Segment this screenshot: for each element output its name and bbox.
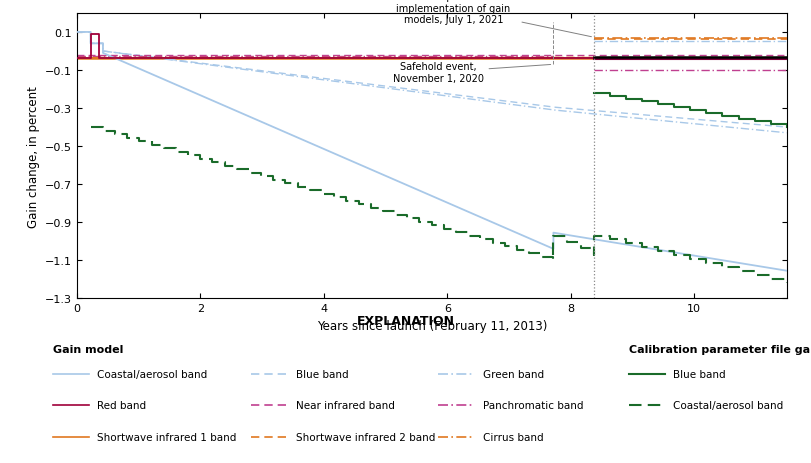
Y-axis label: Gain change, in percent: Gain change, in percent — [27, 86, 40, 227]
Text: Cirrus band: Cirrus band — [483, 432, 543, 442]
Text: Shortwave infrared 1 band: Shortwave infrared 1 band — [97, 432, 237, 442]
Text: Green band: Green band — [483, 369, 543, 379]
Text: Gain model: Gain model — [53, 344, 123, 354]
Text: Near infrared band: Near infrared band — [296, 400, 395, 410]
Text: Shortwave infrared 2 band: Shortwave infrared 2 band — [296, 432, 436, 442]
Text: Coastal/aerosol band: Coastal/aerosol band — [673, 400, 783, 410]
Text: Calibration parameter file gain: Calibration parameter file gain — [629, 344, 811, 354]
X-axis label: Years since launch (February 11, 2013): Years since launch (February 11, 2013) — [316, 319, 547, 332]
Text: Blue band: Blue band — [673, 369, 726, 379]
Text: EXPLANATION: EXPLANATION — [357, 315, 454, 328]
Text: Coastal/aerosol band: Coastal/aerosol band — [97, 369, 208, 379]
Text: Safehold event,
November 1, 2020: Safehold event, November 1, 2020 — [393, 63, 551, 84]
Text: Calibration parameter file
implementation of gain
models, July 1, 2021: Calibration parameter file implementatio… — [390, 0, 591, 38]
Text: Red band: Red band — [97, 400, 147, 410]
Text: Panchromatic band: Panchromatic band — [483, 400, 583, 410]
Text: Blue band: Blue band — [296, 369, 349, 379]
